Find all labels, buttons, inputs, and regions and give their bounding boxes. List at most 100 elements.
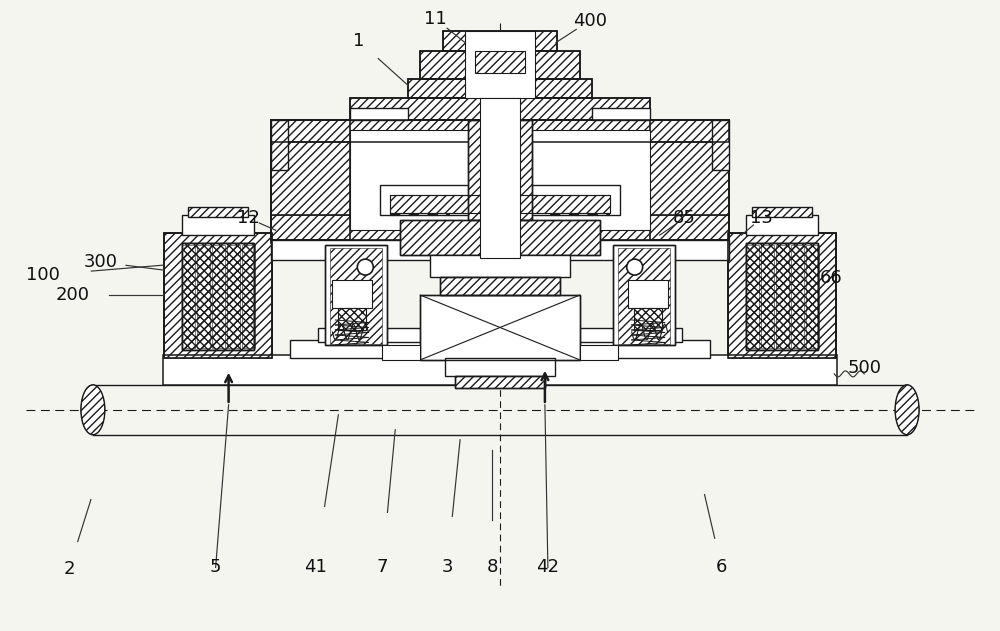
Bar: [325, 245, 387, 345]
Bar: [242, 245, 255, 348]
Bar: [330, 248, 382, 344]
Bar: [613, 245, 675, 345]
Bar: [420, 50, 580, 78]
Bar: [746, 243, 818, 350]
Bar: [271, 215, 729, 243]
Text: 41: 41: [304, 558, 327, 577]
Text: 66: 66: [820, 269, 843, 287]
Bar: [182, 243, 254, 350]
Text: 7: 7: [377, 558, 388, 577]
Bar: [182, 245, 195, 348]
Bar: [712, 121, 729, 170]
Bar: [400, 220, 600, 255]
Polygon shape: [271, 121, 350, 240]
Text: 13: 13: [750, 209, 773, 227]
Text: 400: 400: [573, 11, 607, 30]
Circle shape: [357, 259, 373, 275]
Bar: [271, 121, 729, 143]
Bar: [420, 295, 580, 360]
Bar: [390, 195, 610, 213]
Bar: [806, 245, 819, 348]
Text: 300: 300: [84, 253, 118, 271]
Bar: [182, 215, 254, 235]
Bar: [408, 78, 592, 98]
Bar: [182, 243, 254, 350]
Text: 100: 100: [26, 266, 60, 284]
Bar: [465, 31, 535, 98]
Bar: [712, 121, 729, 170]
Bar: [746, 243, 818, 350]
Bar: [746, 215, 818, 235]
Bar: [752, 207, 812, 217]
Bar: [468, 121, 532, 220]
Bar: [420, 50, 580, 78]
Bar: [420, 295, 580, 360]
Bar: [164, 233, 272, 358]
Bar: [271, 121, 729, 240]
Bar: [271, 121, 288, 170]
Bar: [628, 280, 668, 308]
Ellipse shape: [81, 385, 105, 435]
Bar: [290, 340, 710, 358]
Bar: [728, 233, 836, 358]
Bar: [445, 358, 555, 376]
Bar: [271, 121, 729, 143]
Bar: [318, 328, 682, 342]
Bar: [634, 308, 662, 330]
Bar: [746, 245, 759, 348]
Bar: [350, 131, 650, 230]
Bar: [188, 207, 248, 217]
Bar: [382, 345, 420, 360]
Text: 1: 1: [353, 32, 364, 50]
Bar: [164, 233, 272, 358]
Bar: [163, 355, 837, 385]
Text: 11: 11: [424, 9, 447, 28]
Bar: [271, 240, 729, 260]
Bar: [728, 233, 836, 358]
Text: 42: 42: [536, 558, 559, 577]
Bar: [408, 78, 592, 98]
Bar: [350, 98, 650, 121]
Bar: [746, 243, 818, 350]
Bar: [468, 121, 532, 220]
Text: 8: 8: [486, 558, 498, 577]
Bar: [455, 376, 545, 388]
Bar: [164, 233, 272, 358]
Bar: [380, 186, 620, 215]
Text: 200: 200: [56, 286, 90, 304]
Bar: [443, 31, 557, 50]
Ellipse shape: [895, 385, 919, 435]
Bar: [728, 233, 836, 358]
Bar: [271, 215, 729, 243]
Bar: [197, 245, 210, 348]
Bar: [791, 245, 804, 348]
Bar: [440, 277, 560, 295]
Bar: [325, 245, 387, 345]
Bar: [227, 245, 240, 348]
Bar: [443, 31, 557, 50]
Bar: [592, 109, 650, 121]
Bar: [350, 98, 650, 121]
Bar: [475, 50, 525, 73]
Bar: [761, 245, 774, 348]
Circle shape: [627, 259, 643, 275]
Text: 85: 85: [673, 209, 696, 227]
Bar: [400, 220, 600, 255]
Bar: [350, 109, 408, 121]
Text: 12: 12: [237, 209, 260, 227]
Text: 5: 5: [210, 558, 221, 577]
Bar: [580, 345, 618, 360]
Bar: [271, 121, 729, 240]
Bar: [440, 277, 560, 295]
Bar: [182, 243, 254, 350]
Bar: [271, 121, 288, 170]
Bar: [390, 195, 610, 213]
Text: 2: 2: [63, 560, 75, 579]
Bar: [338, 308, 366, 330]
Bar: [618, 248, 670, 344]
Bar: [613, 245, 675, 345]
Bar: [776, 245, 789, 348]
Polygon shape: [650, 121, 729, 240]
Bar: [480, 98, 520, 258]
Bar: [455, 376, 545, 388]
